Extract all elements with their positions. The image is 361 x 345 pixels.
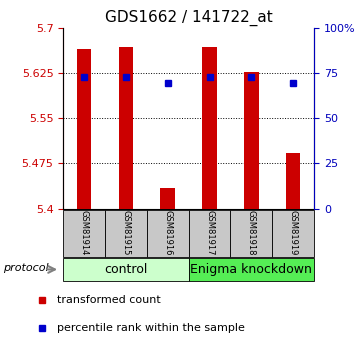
Bar	[105, 210, 147, 257]
Bar	[230, 210, 272, 257]
Bar	[118, 47, 133, 209]
Text: GSM81916: GSM81916	[163, 210, 172, 256]
Text: GSM81918: GSM81918	[247, 210, 256, 256]
Bar	[188, 210, 230, 257]
Text: GSM81914: GSM81914	[79, 210, 88, 256]
Text: protocol: protocol	[3, 263, 49, 273]
Bar	[77, 49, 91, 209]
Bar	[160, 188, 175, 209]
Bar	[244, 72, 259, 209]
Text: control: control	[104, 263, 148, 276]
Bar	[147, 210, 188, 257]
Bar	[188, 258, 314, 281]
Text: GSM81917: GSM81917	[205, 210, 214, 256]
Text: percentile rank within the sample: percentile rank within the sample	[57, 323, 245, 333]
Text: GSM81919: GSM81919	[289, 210, 298, 256]
Bar	[286, 153, 300, 209]
Bar	[272, 210, 314, 257]
Bar	[63, 258, 188, 281]
Bar	[63, 210, 105, 257]
Title: GDS1662 / 141722_at: GDS1662 / 141722_at	[105, 10, 273, 26]
Text: transformed count: transformed count	[57, 295, 161, 305]
Text: GSM81915: GSM81915	[121, 210, 130, 256]
Text: Enigma knockdown: Enigma knockdown	[190, 263, 312, 276]
Bar	[202, 47, 217, 209]
